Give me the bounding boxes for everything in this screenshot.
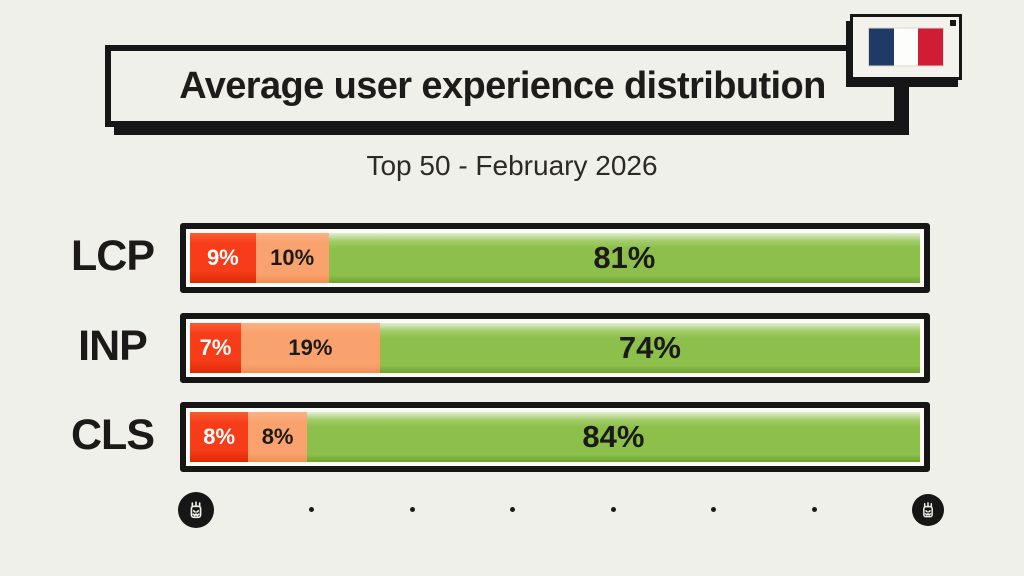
row-label-inp: INP	[78, 322, 148, 370]
country-flag-badge[interactable]	[850, 14, 962, 80]
segment-value: 10%	[270, 245, 315, 270]
segment-value: 8%	[203, 424, 236, 449]
flame-face-logo-icon-left	[178, 491, 214, 528]
flame-face-logo-icon-right	[911, 493, 944, 526]
chart-row-inp: INP 7% 19% 74%	[0, 313, 1024, 383]
flag-stripe-red	[918, 28, 944, 66]
divider-dot	[811, 507, 817, 512]
divider-dot	[711, 507, 717, 512]
title-card: Average user experience distribution	[105, 45, 900, 127]
flag-stripe-white	[893, 28, 919, 66]
segment-value: 19%	[288, 335, 333, 360]
segment-value: 74%	[618, 330, 681, 365]
flag-stripe-blue	[869, 28, 894, 66]
divider-dot	[610, 507, 616, 512]
bar-segment-good: 84%	[306, 412, 920, 462]
bar-segment-good: 74%	[379, 323, 920, 373]
page-subtitle: Top 50 - February 2026	[366, 150, 658, 181]
chart-row-cls: CLS 8% 8% 84%	[0, 402, 1024, 472]
chart-row-lcp: LCP 9% 10% 81%	[0, 223, 1024, 293]
bar-lcp: 9% 10% 81%	[180, 223, 930, 293]
france-flag-icon	[869, 28, 944, 66]
bar-segment-needs-improvement: 8%	[248, 412, 307, 462]
row-label-lcp: LCP	[71, 232, 155, 280]
bar-segment-good: 81%	[328, 233, 920, 283]
divider-dot	[409, 507, 415, 512]
segment-value: 84%	[582, 419, 645, 454]
segment-value: 81%	[593, 240, 656, 275]
page-title: Average user experience distribution	[179, 64, 826, 107]
bar-segment-needs-improvement: 19%	[241, 323, 380, 373]
bar-segment-poor: 8%	[190, 412, 249, 462]
bar-segment-needs-improvement: 10%	[255, 233, 329, 283]
row-label-cls: CLS	[71, 411, 155, 459]
divider-dot	[309, 507, 315, 512]
bar-inp: 7% 19% 74%	[180, 313, 930, 383]
bar-segment-poor: 9%	[190, 233, 256, 283]
bar-segment-poor: 7%	[190, 323, 242, 373]
footer-dotted-line	[178, 491, 944, 528]
segment-value: 8%	[261, 424, 294, 449]
divider-dot	[510, 507, 516, 512]
bar-cls: 8% 8% 84%	[180, 402, 930, 472]
segment-value: 7%	[199, 335, 232, 360]
segment-value: 9%	[206, 245, 239, 270]
flag-box-corner-dot	[950, 20, 956, 26]
